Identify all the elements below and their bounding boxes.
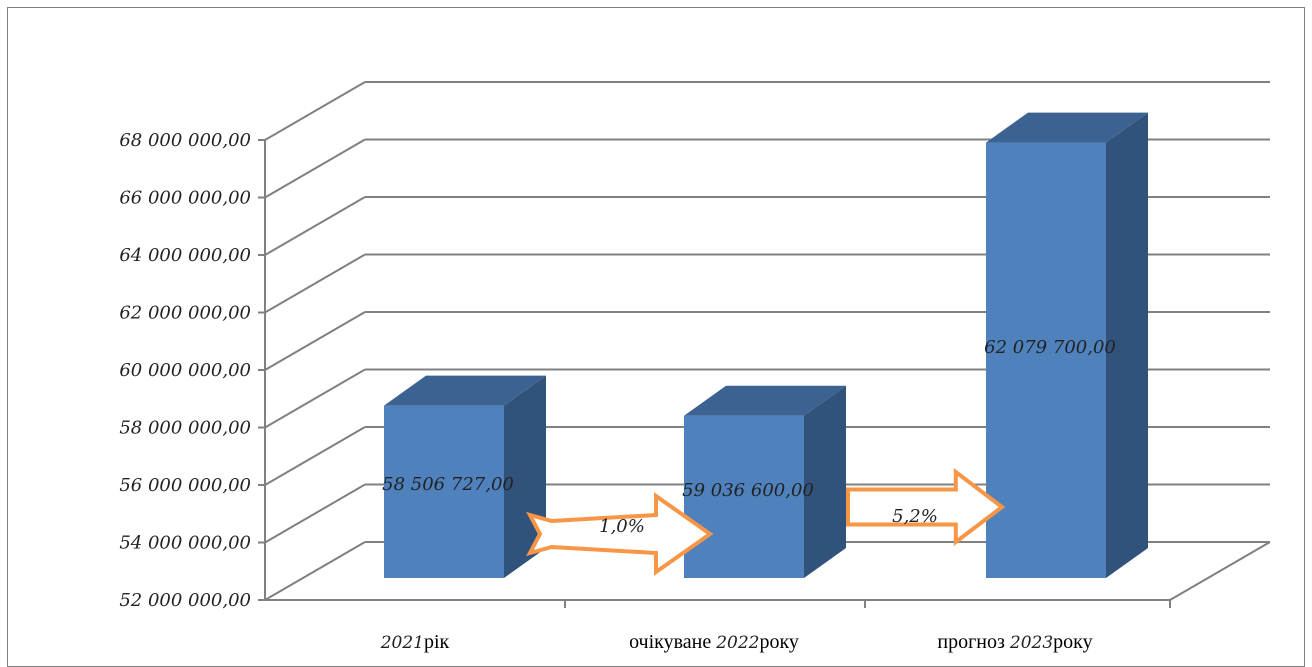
- x-category-label: очікуване 2022року: [629, 631, 799, 653]
- data-label: 59 036 600,00: [682, 480, 814, 501]
- gridline-diagonal: [264, 138, 366, 199]
- gridline-diagonal: [264, 426, 366, 486]
- data-label: 62 079 700,00: [984, 337, 1116, 358]
- bar-2: [684, 385, 846, 578]
- bars: [384, 112, 1148, 578]
- growth-arrow-1: 1,0%: [526, 492, 714, 576]
- gridline-diagonal: [264, 368, 366, 429]
- gridline-diagonal: [264, 541, 366, 601]
- bar-3: [986, 112, 1148, 578]
- bar-side: [1106, 112, 1148, 578]
- arrow-shape: [846, 467, 1006, 547]
- y-tick-label: 64 000 000,00: [119, 245, 251, 266]
- growth-label: 5,2%: [892, 506, 938, 527]
- bar-front: [684, 415, 804, 578]
- x-axis-category-labels: 2021рік очікуване 2022року прогноз 2023рок…: [380, 631, 1093, 653]
- arrow-shape: [526, 492, 714, 576]
- floor-right-edge: [1169, 541, 1271, 601]
- bar-front: [986, 142, 1106, 578]
- x-category-label: 2021рік: [380, 631, 450, 653]
- growth-label: 1,0%: [599, 516, 645, 537]
- gridline-diagonal: [264, 311, 366, 371]
- bar-top: [684, 385, 846, 416]
- bar-1: [384, 375, 546, 578]
- y-tick-label: 52 000 000,00: [119, 590, 251, 611]
- gridline-diagonal: [264, 483, 366, 544]
- data-labels: 58 506 727,00 59 036 600,00 62 079 700,00: [382, 337, 1116, 501]
- y-tick-label: 56 000 000,00: [119, 475, 251, 496]
- bar-front: [384, 405, 504, 578]
- y-tick-label: 62 000 000,00: [119, 303, 251, 324]
- y-tick-label: 54 000 000,00: [119, 533, 251, 554]
- gridline-diagonal: [264, 253, 366, 314]
- gridline-diagonal: [264, 81, 366, 141]
- bar-side: [804, 385, 846, 578]
- bar-top: [384, 375, 546, 406]
- growth-arrow-2: 5,2%: [846, 467, 1006, 547]
- data-label: 58 506 727,00: [382, 474, 514, 495]
- y-tick-label: 60 000 000,00: [119, 360, 251, 381]
- y-tick-label: 58 000 000,00: [119, 418, 251, 439]
- x-category-label: прогноз 2023року: [937, 631, 1092, 653]
- bar-top: [986, 112, 1148, 143]
- y-tick-label: 66 000 000,00: [119, 188, 251, 209]
- y-axis-tick-labels: 52 000 000,00 54 000 000,00 56 000 000,00 5…: [119, 130, 251, 611]
- gridline-diagonal: [264, 196, 366, 256]
- y-tick-label: 68 000 000,00: [119, 130, 251, 151]
- growth-arrows: 1,0% 5,2%: [526, 467, 1006, 576]
